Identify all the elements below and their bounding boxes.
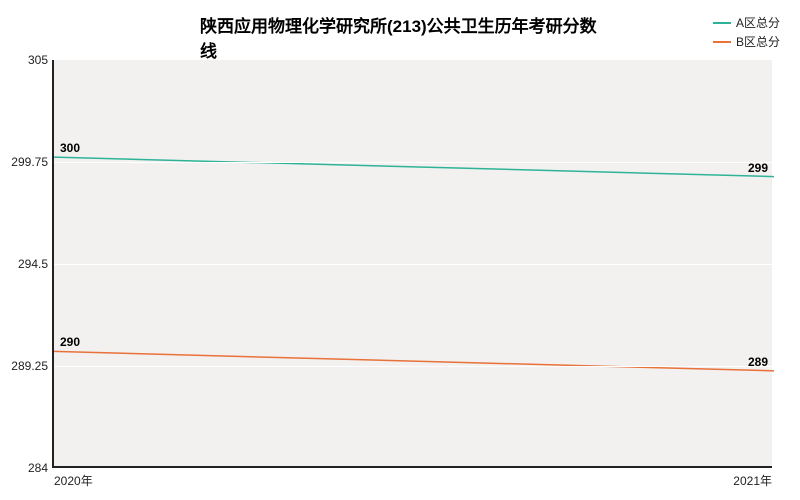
ytick-label: 289.25 [11,359,48,373]
xtick-label: 2021年 [733,472,772,489]
series-line [54,157,774,176]
chart-title: 陕西应用物理化学研究所(213)公共卫生历年考研分数线 [200,12,600,62]
legend-label-b: B区总分 [736,33,780,50]
chart-container: 陕西应用物理化学研究所(213)公共卫生历年考研分数线 A区总分 B区总分 28… [0,0,800,500]
legend: A区总分 B区总分 [713,14,780,52]
legend-swatch-b [713,41,731,43]
gridline-h [54,264,772,265]
ytick-label: 305 [28,53,48,67]
ytick-label: 284 [28,461,48,475]
data-label: 300 [58,141,82,155]
legend-item-b: B区总分 [713,33,780,50]
data-label: 289 [746,355,770,369]
legend-swatch-a [713,22,731,24]
legend-item-a: A区总分 [713,14,780,31]
ytick-label: 294.5 [18,257,48,271]
ytick-label: 299.75 [11,155,48,169]
data-label: 290 [58,335,82,349]
legend-label-a: A区总分 [736,14,780,31]
gridline-h [54,162,772,163]
xtick-label: 2020年 [54,472,93,489]
data-label: 299 [746,161,770,175]
gridline-h [54,366,772,367]
series-line [54,351,774,370]
plot-area: 284289.25294.5299.753052020年2021年3002992… [52,60,772,468]
